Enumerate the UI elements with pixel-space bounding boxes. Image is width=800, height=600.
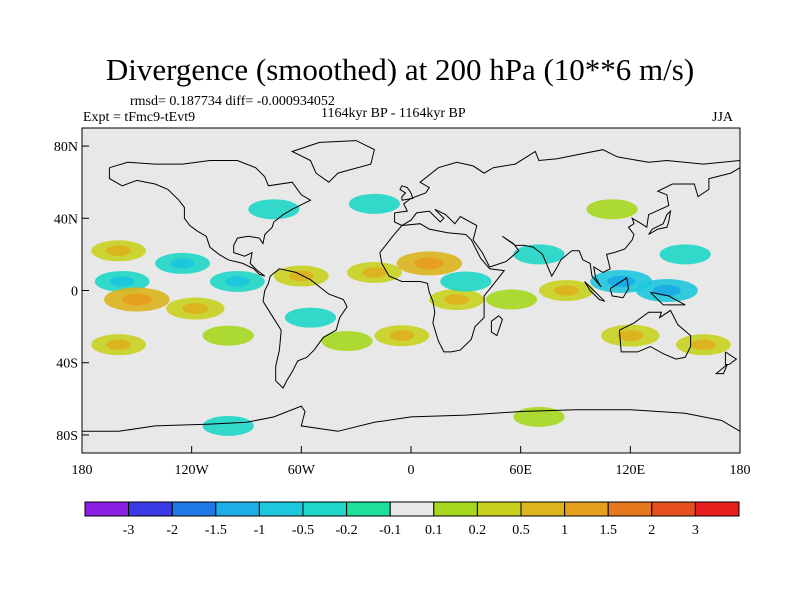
colorbar: -3 -2 -1.5 -1 -0.5 -0.2 -0.1 0.1 0.2 0.5 1 1.5 2 3 [84, 501, 740, 538]
x-tick-label: 120E [616, 463, 646, 478]
coastline [609, 277, 630, 299]
plot-title: Divergence (smoothed) at 200 hPa (10**6 … [105, 52, 695, 87]
colorbar-box [302, 501, 348, 517]
divergence-cell [321, 331, 373, 352]
colorbar-label: -0.1 [379, 523, 401, 538]
divergence-cell [440, 271, 492, 292]
coastlines [82, 140, 740, 432]
colorbar-label: 0.1 [425, 523, 443, 538]
divergence-core [444, 294, 470, 305]
colorbar-box [520, 501, 566, 517]
colorbar-label: -2 [166, 523, 178, 538]
coastline [490, 315, 503, 337]
colorbar-box [258, 501, 304, 517]
colorbar-label: -1 [254, 523, 266, 538]
colorbar-box [651, 501, 696, 517]
coastline [650, 291, 686, 306]
colorbar-label: 1.5 [599, 523, 617, 538]
period-label: 1164kyr BP - 1164kyr BP [321, 106, 466, 121]
divergence-cell [284, 307, 337, 328]
divergence-core [106, 245, 131, 257]
coastline [379, 223, 506, 353]
y-axis: 80N 40N 0 40S 80S [54, 140, 89, 444]
divergence-core [554, 285, 579, 296]
y-tick-label: 80N [54, 140, 78, 155]
divergence-cell [202, 325, 254, 346]
colorbar-label: -0.2 [336, 523, 358, 538]
coastline [714, 364, 728, 375]
divergence-cell [513, 406, 565, 427]
colorbar-label: 3 [692, 523, 699, 538]
colorbar-label: 2 [648, 523, 655, 538]
y-tick-label: 80S [56, 429, 78, 444]
colorbar-box [564, 501, 609, 517]
colorbar-box [433, 501, 478, 517]
colorbar-label: 0.5 [512, 523, 530, 538]
divergence-cell [513, 244, 565, 265]
divergence-core [109, 276, 135, 287]
season-label: JJA [712, 110, 734, 125]
colorbar-box [607, 501, 653, 517]
colorbar-box [389, 501, 435, 517]
divergence-core [617, 330, 644, 342]
divergence-cell [659, 244, 711, 265]
x-axis: 180 120W 60W 0 60E 120E 180 [72, 446, 751, 478]
coastline [262, 268, 348, 389]
x-tick-label: 180 [72, 463, 93, 478]
coastline [399, 185, 414, 201]
colorbar-box [215, 501, 260, 517]
divergence-cell [586, 199, 638, 220]
divergence-core [170, 258, 195, 269]
colorbar-box [694, 501, 740, 517]
x-tick-label: 180 [730, 463, 751, 478]
coastline [584, 281, 606, 302]
colorbar-box [346, 501, 391, 517]
x-tick-label: 60E [509, 463, 532, 478]
divergence-core [362, 267, 387, 278]
divergence-core [122, 293, 152, 306]
x-tick-label: 120W [175, 463, 210, 478]
coastline [394, 149, 740, 288]
x-tick-label: 60W [288, 463, 316, 478]
divergence-cell [348, 193, 401, 214]
divergence-core [691, 339, 716, 350]
coastline [724, 351, 738, 365]
coastline [108, 160, 312, 277]
y-tick-label: 0 [71, 285, 78, 300]
divergence-core [182, 303, 209, 315]
stats-text: rmsd= 0.187734 diff= -0.000934052 [130, 94, 335, 109]
divergence-field [82, 128, 740, 453]
y-tick-label: 40S [56, 357, 78, 372]
x-tick-label: 0 [408, 463, 415, 478]
colorbar-box [171, 501, 217, 517]
coastline [618, 309, 692, 360]
divergence-core [389, 330, 415, 341]
colorbar-label: -1.5 [205, 523, 227, 538]
colorbar-box [84, 501, 130, 517]
divergence-core [414, 257, 445, 270]
colorbar-box [128, 501, 173, 517]
divergence-cell [202, 415, 254, 436]
colorbar-label: 0.2 [469, 523, 487, 538]
experiment-label: Expt = tFmc9-tEvt9 [83, 110, 196, 125]
colorbar-box [476, 501, 522, 517]
coastline [290, 140, 375, 183]
colorbar-label: -3 [123, 523, 135, 538]
coastline [648, 209, 672, 235]
y-tick-label: 40N [54, 212, 78, 227]
colorbar-label: -0.5 [292, 523, 314, 538]
divergence-cell [485, 289, 538, 310]
divergence-cell [248, 199, 300, 220]
divergence-core [106, 339, 131, 350]
coastline [82, 405, 740, 432]
colorbar-label: 1 [561, 523, 568, 538]
divergence-core [225, 276, 250, 287]
divergence-core [652, 284, 681, 297]
